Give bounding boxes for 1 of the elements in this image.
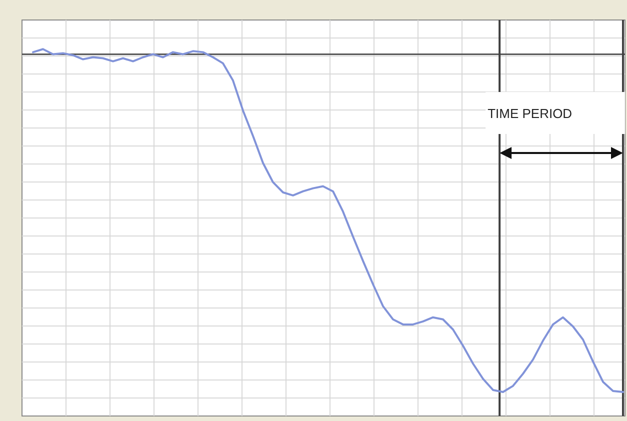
annotation: TIME PERIOD [488, 106, 572, 121]
